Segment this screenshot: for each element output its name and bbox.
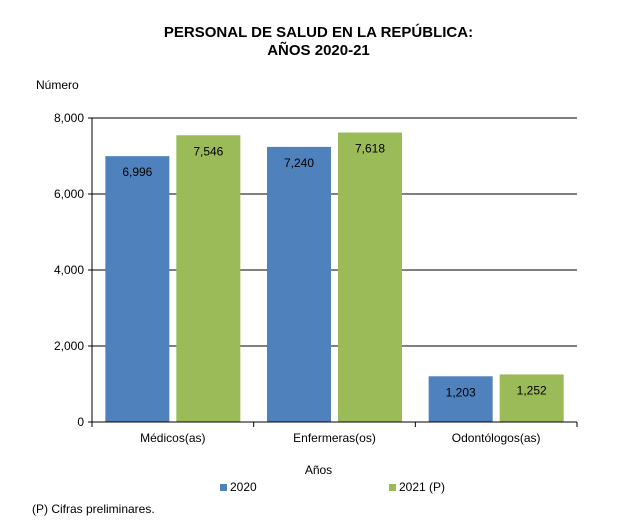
legend-item-2021: 2021 (P) — [389, 480, 445, 494]
y-tick-label: 0 — [77, 415, 84, 429]
bar-2020-2 — [428, 376, 493, 422]
legend-label-2020: 2020 — [230, 480, 257, 494]
bar-data-label: 7,546 — [193, 144, 223, 158]
x-tick-label: Odontólogos(as) — [452, 431, 541, 445]
bar-data-label: 1,252 — [517, 383, 547, 397]
x-axis-label: Años — [304, 463, 333, 477]
bar-data-label: 7,240 — [284, 156, 314, 170]
y-tick-label: 6,000 — [54, 187, 84, 201]
x-tick-label: Enfermeras(os) — [293, 431, 376, 445]
bar-2021P-1 — [338, 132, 402, 423]
chart-title: PERSONAL DE SALUD EN LA REPÚBLICA: AÑOS … — [0, 24, 637, 60]
legend-swatch-2021 — [389, 483, 396, 491]
bar-2020-0 — [105, 156, 170, 423]
legend-swatch-2020 — [220, 483, 227, 491]
bar-2021P-2 — [499, 374, 564, 422]
chart-area: 0 2,000 4,000 6,000 8,000 6,996 7,546 Médicos(a… — [54, 111, 578, 445]
bar-2020-1 — [267, 146, 331, 422]
y-tick-label: 8,000 — [54, 111, 84, 125]
y-tick-label: 4,000 — [54, 263, 84, 277]
bar-data-label: 6,996 — [122, 165, 152, 179]
chart-title-line2: AÑOS 2020-21 — [267, 42, 370, 59]
legend-label-2021: 2021 (P) — [399, 480, 446, 494]
bar-2021P-0 — [176, 135, 241, 422]
x-tick-label: Médicos(as) — [140, 431, 205, 445]
y-tick-label: 2,000 — [54, 339, 84, 353]
bar-data-label: 7,618 — [355, 142, 385, 156]
y-axis-label: Número — [36, 78, 79, 92]
chart-title-line1: PERSONAL DE SALUD EN LA REPÚBLICA: — [163, 24, 474, 41]
legend-item-2020: 2020 — [220, 480, 257, 494]
footnote: (P) Cifras preliminares. — [32, 502, 155, 516]
bar-data-label: 1,203 — [446, 385, 476, 399]
